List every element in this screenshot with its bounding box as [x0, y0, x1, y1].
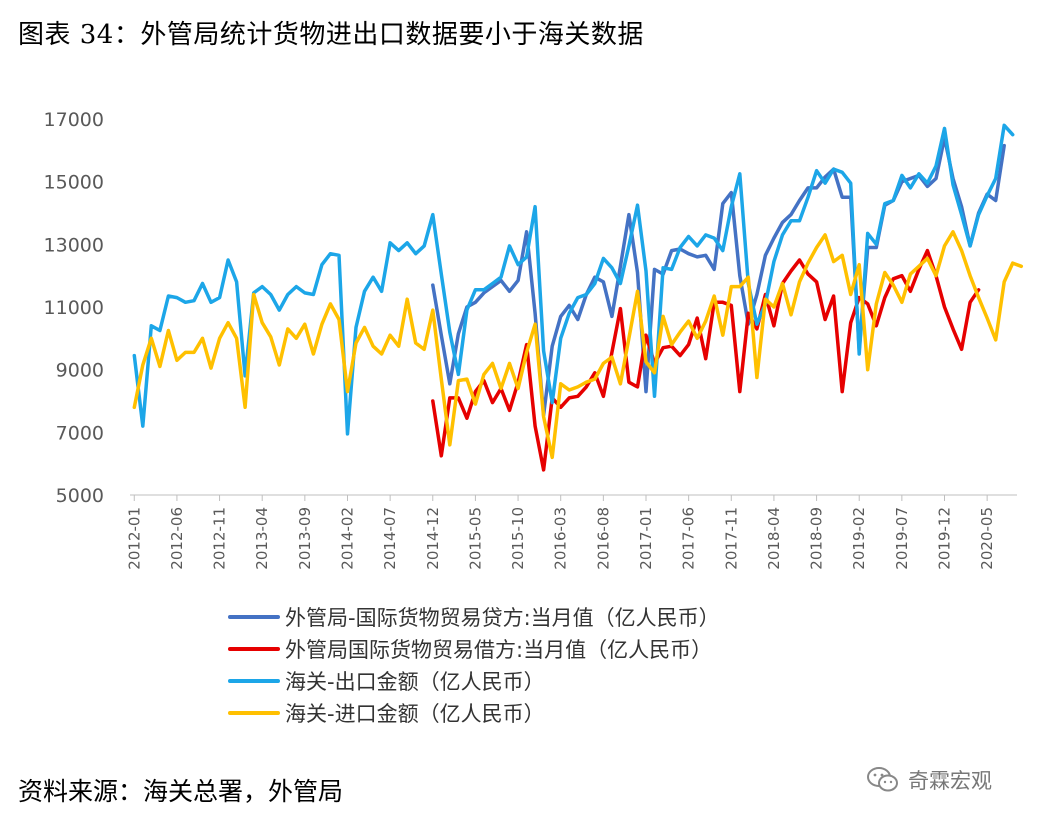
legend-item-4: 海关-进口金额（亿人民币） [228, 702, 545, 726]
chart-axes: 5000 7000 9000 11000 13000 15000 17000 2012-01 2… [44, 109, 1017, 570]
figure-title: 图表 34：外管局统计货物进出口数据要小于海关数据 [18, 20, 644, 50]
series-line-4 [132, 230, 1024, 460]
legend-item-2: 外管局国际货物贸易借方:当月值（亿人民币） [228, 638, 712, 662]
x-tick-label: 2013-04 [253, 507, 271, 570]
legend-label: 外管局国际货物贸易借方:当月值（亿人民币） [285, 638, 712, 662]
x-tick-label: 2014-02 [338, 507, 356, 570]
x-tick-label: 2018-09 [808, 507, 826, 570]
y-tick-label: 13000 [44, 234, 104, 256]
x-tick-label: 2016-08 [594, 507, 612, 570]
chart-legend: 外管局-国际货物贸易贷方:当月值（亿人民币） 外管局国际货物贸易借方:当月值（亿人… [228, 606, 720, 726]
watermark: 奇霖宏观 [866, 765, 992, 795]
x-tick-label: 2020-05 [978, 507, 996, 570]
legend-label: 海关-出口金额（亿人民币） [285, 670, 545, 694]
x-tick-label: 2014-07 [381, 507, 399, 570]
x-tick-label: 2017-06 [680, 507, 698, 570]
x-tick-label: 2017-11 [722, 507, 740, 570]
x-tick-label: 2015-05 [466, 507, 484, 570]
y-tick-label: 7000 [56, 422, 104, 444]
x-tick-label: 2012-06 [168, 507, 186, 570]
x-tick-label: 2019-07 [893, 507, 911, 570]
y-tick-label: 17000 [44, 109, 104, 131]
y-tick-label: 9000 [56, 360, 104, 382]
x-tick-label: 2013-09 [296, 507, 314, 570]
x-tick-label: 2018-04 [765, 507, 783, 570]
x-tick-label: 2015-10 [509, 507, 527, 570]
chart-series-group [132, 123, 1024, 472]
x-tick-label: 2016-03 [552, 507, 570, 570]
y-tick-label: 11000 [44, 297, 104, 319]
x-tick-label: 2012-01 [125, 507, 143, 570]
wechat-icon [867, 767, 898, 792]
x-tick-label: 2017-01 [637, 507, 655, 570]
x-tick-label: 2019-12 [936, 507, 954, 570]
source-note: 资料来源：海关总署，外管局 [18, 777, 344, 806]
watermark-text: 奇霖宏观 [908, 769, 992, 793]
legend-label: 海关-进口金额（亿人民币） [285, 702, 545, 726]
x-tick-label: 2014-12 [424, 507, 442, 570]
legend-item-3: 海关-出口金额（亿人民币） [228, 670, 545, 694]
y-tick-label: 5000 [56, 485, 104, 507]
x-tick-label: 2019-02 [850, 507, 868, 570]
legend-label: 外管局-国际货物贸易贷方:当月值（亿人民币） [285, 606, 720, 630]
y-tick-label: 15000 [44, 172, 104, 194]
x-tick-label: 2012-11 [211, 507, 229, 570]
series-line-3 [132, 123, 1015, 436]
legend-item-1: 外管局-国际货物贸易贷方:当月值（亿人民币） [228, 606, 720, 630]
